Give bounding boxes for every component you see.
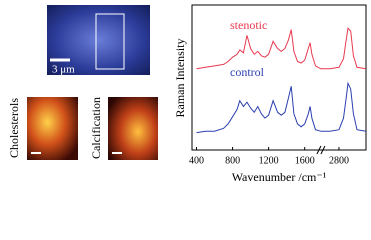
plot-frame	[191, 4, 367, 151]
x-tick-label: 400	[189, 155, 204, 166]
scale-label: 3 μm	[52, 64, 75, 76]
legend-label: stenotic	[230, 18, 267, 32]
panel-label: Calcification	[89, 97, 103, 159]
axis-break	[316, 145, 322, 155]
legend-label: control	[230, 65, 265, 79]
x-tick-label: 1200	[259, 155, 279, 166]
x-tick-label: 800	[225, 155, 240, 166]
figure: 3 μm Cholesterols Calcification Raman In…	[7, 4, 367, 184]
panel-label: Cholesterols	[7, 98, 21, 158]
y-axis-label: Raman Intensity	[173, 39, 187, 118]
roi-box	[95, 13, 125, 70]
micrograph	[47, 5, 150, 75]
x-tick-label: 1600	[295, 155, 315, 166]
heatmap	[27, 97, 78, 160]
x-axis-label: Wavenumber /cm⁻¹	[232, 170, 327, 184]
heatmap	[108, 97, 158, 160]
x-tick-label: 2800	[329, 155, 349, 166]
spectrum-line	[196, 81, 367, 134]
page: {"images": {"scale_label": "3 μm", "pane…	[6, 4, 367, 184]
axis-break	[320, 145, 326, 155]
spectrum-line	[196, 27, 367, 70]
